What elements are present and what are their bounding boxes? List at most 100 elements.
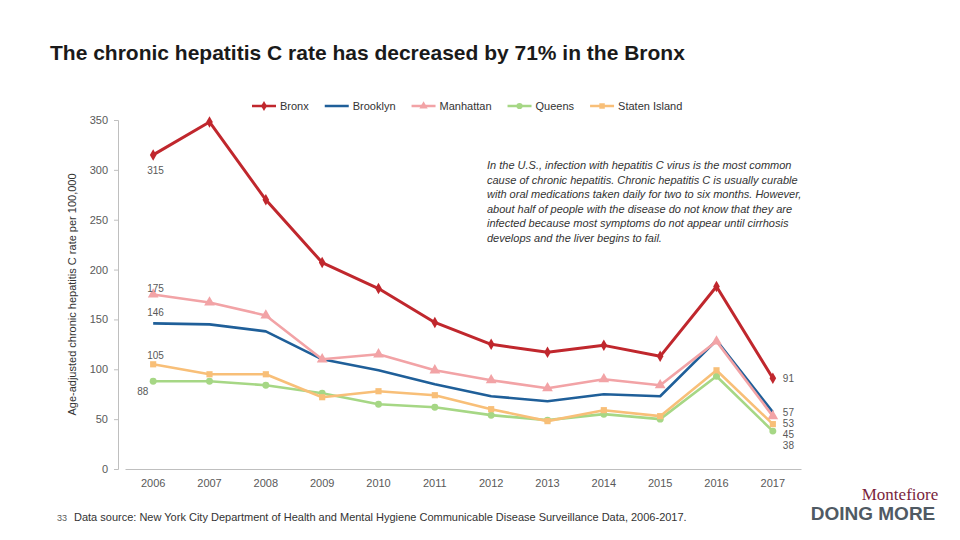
data-point — [432, 317, 439, 328]
data-point — [601, 340, 608, 351]
data-labels: 315146175881059157534538 — [137, 165, 794, 451]
data-point — [488, 339, 495, 350]
logo-name: Montefiore — [862, 485, 938, 504]
y-tick-label: 350 — [90, 114, 108, 126]
legend-label: Bronx — [280, 100, 309, 112]
legend-marker — [516, 103, 522, 109]
annotation-line: infected because most symptoms do not ap… — [487, 217, 789, 229]
data-point — [206, 371, 212, 377]
legend-item: Manhattan — [412, 100, 492, 112]
legend-label: Brooklyn — [353, 100, 396, 112]
data-point — [770, 373, 777, 384]
chart-root: The chronic hepatitis C rate has decreas… — [0, 0, 960, 540]
y-axis: 050100150200250300350 — [90, 114, 119, 475]
y-tick: 150 — [90, 313, 118, 325]
logo: MontefioreDOING MORE — [811, 485, 939, 524]
x-tick-label: 2006 — [141, 477, 165, 489]
y-tick-mark — [114, 170, 118, 171]
annotation-line: In the U.S., infection with hepatitis C … — [487, 159, 791, 171]
x-tick: 2014 — [592, 469, 616, 489]
y-tick-label: 0 — [102, 463, 108, 475]
annotation-line: develops and the liver begins to fail. — [487, 232, 662, 244]
legend-marker — [599, 103, 604, 108]
data-point — [375, 388, 381, 394]
data-point — [488, 406, 494, 412]
data-point — [206, 378, 213, 385]
series-line — [153, 364, 773, 424]
y-tick-label: 150 — [90, 313, 108, 325]
page-number: 33 — [57, 513, 67, 523]
series-line — [153, 376, 773, 431]
y-tick: 250 — [90, 214, 118, 226]
y-tick-label: 200 — [90, 264, 108, 276]
data-point — [713, 281, 720, 292]
legend-item: Queens — [508, 100, 575, 112]
annotation-line: with oral medications taken daily for tw… — [487, 188, 801, 200]
data-point — [263, 194, 270, 205]
x-axis-line — [126, 469, 802, 470]
y-tick-mark — [114, 319, 118, 320]
series — [150, 361, 776, 427]
data-point — [375, 283, 382, 294]
y-tick-mark — [114, 120, 118, 121]
data-point — [431, 404, 438, 411]
y-tick-label: 300 — [90, 164, 108, 176]
series-line — [153, 295, 773, 417]
y-tick: 50 — [96, 413, 118, 425]
x-tick: 2010 — [366, 469, 390, 489]
data-point — [150, 361, 156, 367]
x-tick: 2017 — [761, 469, 785, 489]
data-point — [598, 373, 609, 382]
x-tick-label: 2013 — [535, 477, 559, 489]
x-tick: 2007 — [197, 469, 221, 489]
data-label: 57 — [783, 407, 795, 418]
data-point — [488, 412, 495, 419]
legend-item: Brooklyn — [325, 100, 396, 112]
legend-marker — [261, 101, 267, 111]
data-point — [206, 116, 213, 127]
data-point — [544, 418, 550, 424]
x-tick: 2012 — [479, 469, 503, 489]
legend-label: Staten Island — [618, 100, 682, 112]
data-point — [769, 428, 776, 435]
data-point — [657, 413, 663, 419]
data-point — [713, 367, 719, 373]
y-tick: 0 — [102, 463, 118, 475]
y-tick: 200 — [90, 264, 118, 276]
legend-swatch — [325, 105, 349, 108]
x-tick-label: 2010 — [366, 477, 390, 489]
data-label: 146 — [147, 307, 164, 318]
data-label: 53 — [783, 418, 795, 429]
data-point — [770, 421, 776, 427]
x-tick: 2006 — [141, 469, 165, 489]
data-point — [486, 374, 497, 383]
data-point — [767, 410, 778, 419]
data-point — [544, 417, 551, 424]
legend-item: Staten Island — [590, 100, 682, 112]
x-tick: 2013 — [535, 469, 559, 489]
data-point — [429, 364, 440, 373]
data-point — [657, 351, 664, 362]
data-label: 38 — [783, 440, 795, 451]
data-point — [262, 382, 269, 389]
data-label: 91 — [783, 373, 795, 384]
data-point — [319, 394, 325, 400]
x-tick-label: 2007 — [197, 477, 221, 489]
legend: Bronx Brooklyn Manhattan Queens Staten Islan… — [252, 100, 682, 112]
data-point — [150, 378, 157, 385]
x-axis: 2006200720082009201020112012201320142015… — [126, 469, 802, 489]
data-label: 105 — [147, 350, 164, 361]
x-tick-label: 2011 — [423, 477, 447, 489]
x-tick-label: 2017 — [761, 477, 785, 489]
x-tick-label: 2014 — [592, 477, 616, 489]
y-tick: 350 — [90, 114, 118, 126]
data-point — [655, 379, 666, 388]
annotation-line: about half of people with the disease do… — [487, 203, 792, 215]
logo-tagline: DOING MORE — [811, 503, 936, 524]
data-point — [544, 347, 551, 358]
x-tick: 2011 — [423, 469, 447, 489]
data-point — [542, 382, 553, 391]
data-point — [601, 407, 607, 413]
x-tick-label: 2009 — [310, 477, 334, 489]
legend-marker — [419, 101, 427, 108]
